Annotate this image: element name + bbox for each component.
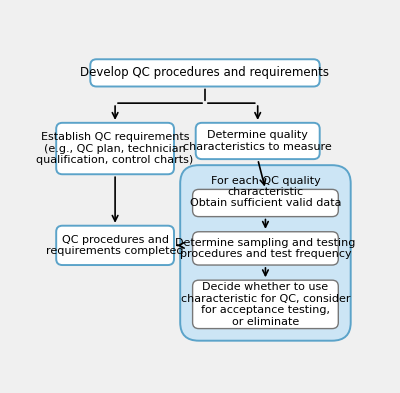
FancyBboxPatch shape — [193, 189, 338, 217]
FancyBboxPatch shape — [90, 59, 320, 86]
Text: For each QC quality
characteristic: For each QC quality characteristic — [210, 176, 320, 197]
FancyBboxPatch shape — [193, 280, 338, 329]
FancyBboxPatch shape — [180, 165, 351, 341]
Text: Develop QC procedures and requirements: Develop QC procedures and requirements — [80, 66, 330, 79]
FancyBboxPatch shape — [56, 123, 174, 174]
Text: Establish QC requirements
(e.g., QC plan, technician
qualification, control char: Establish QC requirements (e.g., QC plan… — [36, 132, 194, 165]
FancyBboxPatch shape — [193, 232, 338, 265]
Text: QC procedures and
requirements completed: QC procedures and requirements completed — [46, 235, 184, 256]
FancyBboxPatch shape — [196, 123, 320, 159]
Text: Determine sampling and testing
procedures and test frequency: Determine sampling and testing procedure… — [175, 238, 356, 259]
Text: Determine quality
characteristics to measure: Determine quality characteristics to mea… — [183, 130, 332, 152]
Text: Decide whether to use
characteristic for QC, consider
for acceptance testing,
or: Decide whether to use characteristic for… — [181, 282, 350, 327]
FancyBboxPatch shape — [56, 226, 174, 265]
Text: Obtain sufficient valid data: Obtain sufficient valid data — [190, 198, 341, 208]
